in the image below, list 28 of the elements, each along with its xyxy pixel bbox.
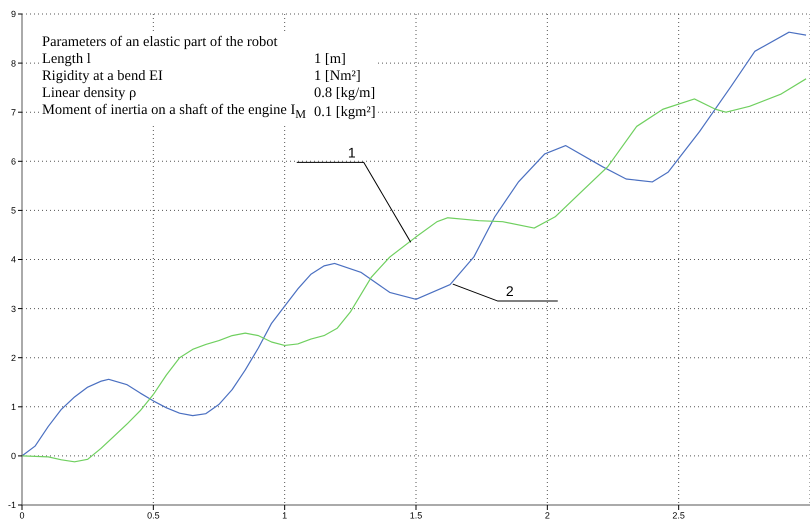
annotation: Parameters of an elastic part of the robot (42, 34, 279, 51)
y-tick-label: -1 (8, 500, 16, 510)
annotation: Linear density ρ (42, 85, 138, 102)
annotation: 2 (506, 283, 514, 300)
x-tick-label: 2 (544, 510, 550, 520)
y-tick-label: 7 (10, 107, 16, 118)
x-tick-label: 0 (19, 510, 25, 520)
y-tick-label: 2 (10, 352, 16, 363)
annotation: 0.8 [kg/m] (314, 85, 376, 102)
y-tick-label: 5 (10, 206, 16, 216)
y-tick-label: 9 (10, 9, 16, 20)
annotation: 1 (348, 144, 356, 160)
x-tick-label: 1.5 (410, 510, 422, 520)
annotation: Rigidity at a bend EI (42, 68, 164, 85)
y-tick-label: 8 (10, 58, 16, 68)
annotation: 0.1 [kgm²] (314, 102, 376, 122)
annotation: 1 [m] (314, 51, 347, 68)
x-tick-label: 2.5 (672, 510, 685, 520)
y-tick-label: 3 (10, 304, 16, 314)
x-tick-label: 0.5 (147, 510, 160, 520)
annotation: Length l (42, 51, 92, 68)
x-tick-label: 1 (282, 510, 288, 520)
y-tick-label: 0 (10, 451, 16, 462)
annotation: 1 [Nm²] (314, 68, 362, 85)
y-tick-label: 6 (10, 156, 16, 166)
y-tick-label: 4 (10, 254, 16, 265)
y-tick-label: 1 (10, 402, 16, 412)
annotation: Moment of inertia on a shaft of the engine I$_{M}$ (42, 102, 308, 123)
